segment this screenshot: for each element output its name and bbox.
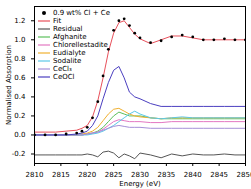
svg-text:0.2: 0.2 [14,112,25,120]
svg-text:2820: 2820 [78,171,96,179]
svg-text:0.0: 0.0 [14,131,25,139]
svg-text:0.8: 0.8 [14,55,25,63]
html-text:Chlorellestadite: Chlorellestadite [53,41,108,49]
svg-text:-0.2: -0.2 [12,150,26,158]
svg-text:2850: 2850 [237,171,251,179]
svg-text:2840: 2840 [184,171,202,179]
svg-text:2830: 2830 [131,171,149,179]
html-text:CeCl₃: CeCl₃ [53,65,72,73]
svg-text:1.0: 1.0 [14,36,25,44]
html-text:Sodalite: Sodalite [53,57,82,65]
svg-text:2815: 2815 [52,171,70,179]
svg-text:2845: 2845 [210,171,228,179]
html-text:0.9 wt% Cl + Ce: 0.9 wt% Cl + Ce [53,9,110,17]
svg-text:Energy (eV): Energy (eV) [119,180,161,188]
html-text:Fit: Fit [53,17,62,25]
svg-text:2810: 2810 [26,171,44,179]
svg-text:0.4: 0.4 [14,93,26,101]
html-text:Afghanite: Afghanite [53,33,87,41]
html-text:Residual: Residual [53,25,83,33]
svg-text:0.6: 0.6 [14,74,26,82]
html-text:CeOCl: CeOCl [53,73,75,81]
svg-text:1.2: 1.2 [14,17,25,25]
svg-text:Normalised Absorption: Normalised Absorption [5,45,13,125]
svg-text:2825: 2825 [105,171,123,179]
svg-text:2835: 2835 [157,171,175,179]
html-text:Eudialyte: Eudialyte [53,49,86,57]
